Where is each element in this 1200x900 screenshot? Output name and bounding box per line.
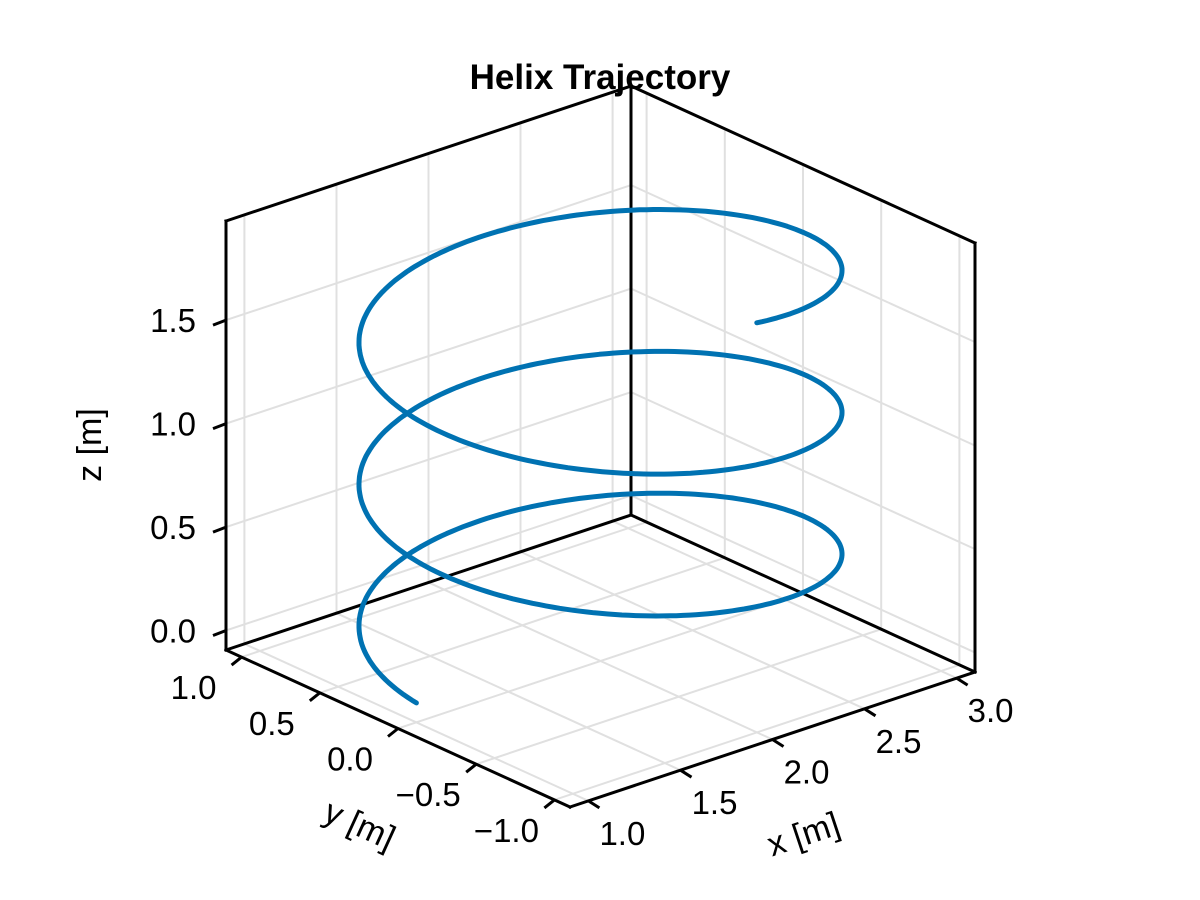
y-tick bbox=[230, 655, 243, 667]
x-tick-label: 3.0 bbox=[968, 692, 1014, 729]
z-tick bbox=[212, 525, 227, 534]
y-tick bbox=[387, 727, 399, 738]
grid-line-y-floor bbox=[240, 520, 648, 659]
grid-line-z-right-wall bbox=[629, 390, 977, 551]
x-tick bbox=[771, 738, 785, 748]
z-tick-label: 1.5 bbox=[150, 302, 196, 339]
y-tick-label: −0.5 bbox=[396, 776, 461, 813]
x-tick bbox=[679, 768, 693, 779]
chart-title: Helix Trajectory bbox=[469, 58, 731, 97]
y-axis-label: y [m] bbox=[318, 792, 401, 857]
grid-line-y-floor bbox=[474, 627, 883, 766]
grid-line-z-left-wall bbox=[224, 494, 633, 632]
grid-line-y-floor bbox=[318, 556, 727, 695]
grid-line-y-floor bbox=[553, 663, 961, 802]
y-tick-label: 0.0 bbox=[327, 741, 373, 778]
z-tick-label: 0.5 bbox=[150, 509, 196, 546]
x-tick-label: 1.0 bbox=[599, 815, 645, 852]
x-tick bbox=[587, 799, 601, 810]
z-tick bbox=[212, 318, 227, 327]
z-tick-label: 1.0 bbox=[150, 406, 196, 443]
y-tick bbox=[543, 798, 556, 810]
box-edge-floor-back-left bbox=[224, 513, 633, 652]
x-tick bbox=[955, 676, 969, 687]
z-tick bbox=[212, 422, 227, 431]
grid-line-z-right-wall bbox=[629, 494, 977, 654]
z-tick bbox=[212, 629, 227, 637]
x-tick-label: 1.5 bbox=[692, 784, 738, 821]
y-tick-label: 1.0 bbox=[171, 669, 217, 706]
z-tick-label: 0.0 bbox=[150, 613, 196, 650]
x-tick-label: 2.5 bbox=[876, 723, 922, 760]
y-tick-label: 0.5 bbox=[249, 705, 295, 742]
y-tick bbox=[465, 763, 478, 774]
z-axis-label: z [m] bbox=[71, 408, 109, 482]
x-tick-label: 2.0 bbox=[784, 754, 830, 791]
grid-line-y-floor bbox=[396, 592, 805, 730]
x-axis-label: x [m] bbox=[763, 805, 845, 864]
box-edge-top-left bbox=[224, 84, 633, 223]
box-edge-top-right bbox=[629, 84, 977, 245]
y-tick-label: −1.0 bbox=[474, 812, 539, 849]
grid-line-z-left-wall bbox=[224, 183, 633, 322]
grid-line-z-right-wall bbox=[629, 287, 977, 447]
y-tick bbox=[308, 691, 321, 702]
grid-line-z-left-wall bbox=[224, 390, 633, 529]
grid-line-z-left-wall bbox=[224, 287, 633, 425]
helix-line-series bbox=[356, 207, 845, 706]
x-tick bbox=[863, 707, 877, 718]
